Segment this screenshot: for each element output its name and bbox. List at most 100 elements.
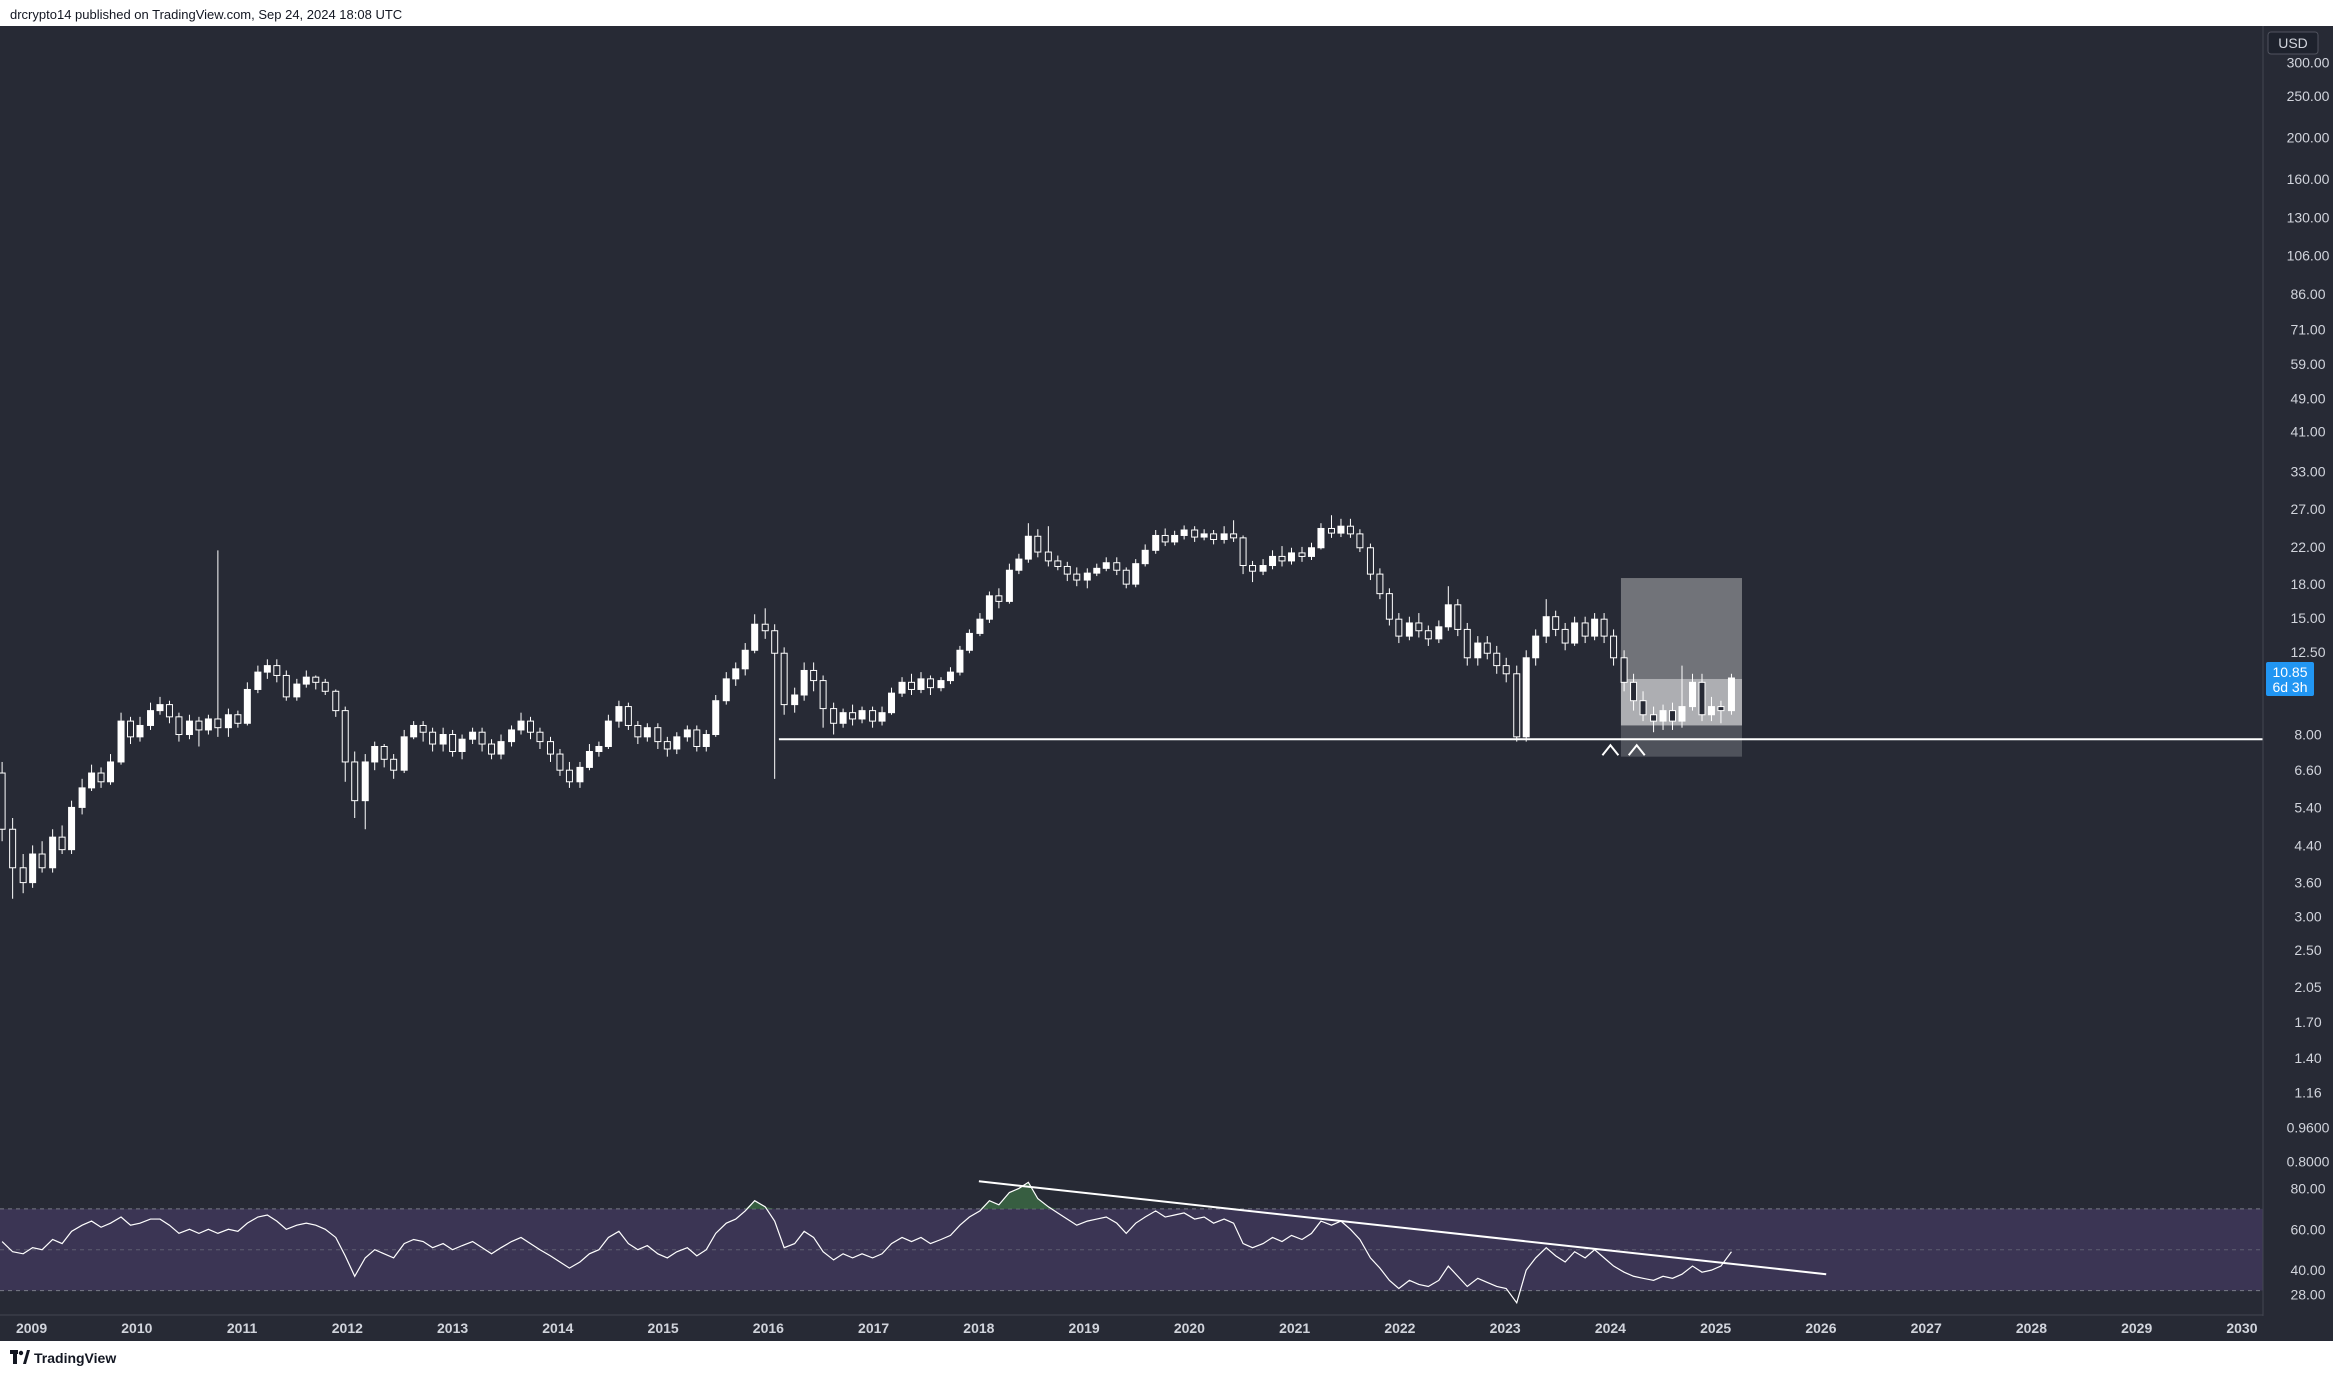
- time-tick-label: 2011: [227, 1320, 258, 1336]
- price-tick-label: 22.00: [2290, 539, 2325, 555]
- candle-body: [1532, 635, 1540, 659]
- candle-body: [147, 710, 155, 726]
- rsi-axis[interactable]: 80.00 60.00 40.00 28.00: [2290, 1180, 2325, 1302]
- candle-body: [332, 690, 340, 712]
- price-tick-label: 4.40: [2294, 837, 2321, 853]
- candle: [419, 721, 427, 742]
- candle-body: [673, 736, 681, 750]
- candle-body: [741, 649, 749, 670]
- candle: [917, 672, 925, 694]
- candle-body: [29, 853, 37, 884]
- higher-low-marker-icon: [1627, 743, 1646, 756]
- candle-body: [546, 741, 554, 755]
- candle-body: [1620, 657, 1628, 683]
- candle: [0, 761, 6, 842]
- candle-body: [1141, 549, 1149, 565]
- candle-body: [917, 678, 925, 690]
- candle-body: [1307, 547, 1315, 557]
- candle: [88, 764, 96, 791]
- price-tick-label: 2.05: [2294, 979, 2321, 995]
- price-tick-label: 1.40: [2294, 1050, 2321, 1066]
- candle-body: [117, 720, 125, 763]
- candle-body: [937, 680, 945, 689]
- candle: [156, 696, 164, 715]
- candle: [1474, 636, 1482, 666]
- candle-body: [58, 836, 66, 851]
- candle: [185, 714, 193, 740]
- candle: [926, 675, 934, 695]
- candle-body: [624, 706, 632, 726]
- candle-body: [1220, 533, 1228, 540]
- currency-label: USD: [2278, 35, 2308, 51]
- chart-canvas[interactable]: 300.00 250.00 200.00 160.00 130.00 106.00 86.0…: [0, 26, 2333, 1341]
- candle-body: [351, 761, 359, 802]
- candle-body: [908, 681, 916, 690]
- candle-body: [321, 681, 329, 692]
- price-tick-label: 160.00: [2287, 171, 2330, 187]
- candle-body: [810, 669, 818, 682]
- candle-body: [224, 714, 232, 729]
- candle-body: [780, 652, 788, 706]
- candle: [741, 643, 749, 676]
- footer-bar: TradingView: [0, 1341, 2333, 1373]
- candle-body: [478, 731, 486, 745]
- candle: [751, 614, 759, 654]
- price-tick-label: 3.60: [2294, 875, 2321, 891]
- price-tick-label: 12.50: [2290, 644, 2325, 660]
- candle-body: [1356, 533, 1364, 549]
- candle: [1435, 620, 1443, 644]
- candle-body: [1044, 551, 1052, 562]
- candle-body: [254, 671, 262, 690]
- candle-body: [1698, 681, 1706, 716]
- candle: [1113, 557, 1121, 576]
- candle: [204, 714, 212, 735]
- candle-body: [1180, 529, 1188, 536]
- candle-body: [604, 720, 612, 747]
- time-tick-label: 2010: [121, 1320, 152, 1336]
- candle-body: [1093, 567, 1101, 574]
- candle: [1239, 535, 1247, 575]
- candle: [546, 736, 554, 762]
- price-pane: [0, 515, 2263, 899]
- candle-body: [1591, 618, 1599, 637]
- candle: [615, 700, 623, 728]
- candle: [1513, 665, 1521, 742]
- candle-body: [136, 724, 144, 738]
- candle: [956, 645, 964, 676]
- candle-body: [595, 745, 603, 752]
- higher-low-marker-icon: [1601, 743, 1620, 756]
- time-tick-label: 2017: [858, 1320, 889, 1336]
- candle: [780, 647, 788, 715]
- candle: [1610, 629, 1618, 666]
- candle: [410, 721, 418, 740]
- candle: [361, 754, 369, 830]
- candle: [1571, 616, 1579, 646]
- time-tick-label: 2013: [437, 1320, 468, 1336]
- rsi-tick-label: 80.00: [2290, 1180, 2325, 1196]
- candle: [1015, 553, 1023, 575]
- price-axis[interactable]: 300.00 250.00 200.00 160.00 130.00 106.00 86.0…: [2266, 54, 2330, 1170]
- time-axis[interactable]: 2009 2010 2011 2012 2013 2014 2015 2016 2017 2018…: [16, 1320, 2258, 1336]
- candle-body: [400, 736, 408, 771]
- candle-body: [107, 761, 115, 783]
- time-tick-label: 2027: [1911, 1320, 1942, 1336]
- candle: [830, 702, 838, 735]
- candle: [1191, 526, 1199, 542]
- candle-body: [1327, 527, 1335, 534]
- candle: [1552, 610, 1560, 637]
- time-tick-label: 2015: [648, 1320, 679, 1336]
- rsi-trendline[interactable]: [978, 1180, 1827, 1276]
- candle: [1083, 568, 1091, 589]
- candle: [1415, 613, 1423, 638]
- currency-badge[interactable]: [2267, 31, 2319, 55]
- time-tick-label: 2022: [1384, 1320, 1415, 1336]
- candle: [78, 778, 86, 815]
- candle: [449, 729, 457, 757]
- candle: [1327, 515, 1335, 538]
- candle: [1287, 547, 1295, 565]
- candle: [712, 694, 720, 737]
- last-price-badge[interactable]: [2266, 662, 2314, 697]
- price-tick-label: 27.00: [2290, 501, 2325, 517]
- candle-body: [68, 806, 76, 851]
- candle-body: [791, 694, 799, 706]
